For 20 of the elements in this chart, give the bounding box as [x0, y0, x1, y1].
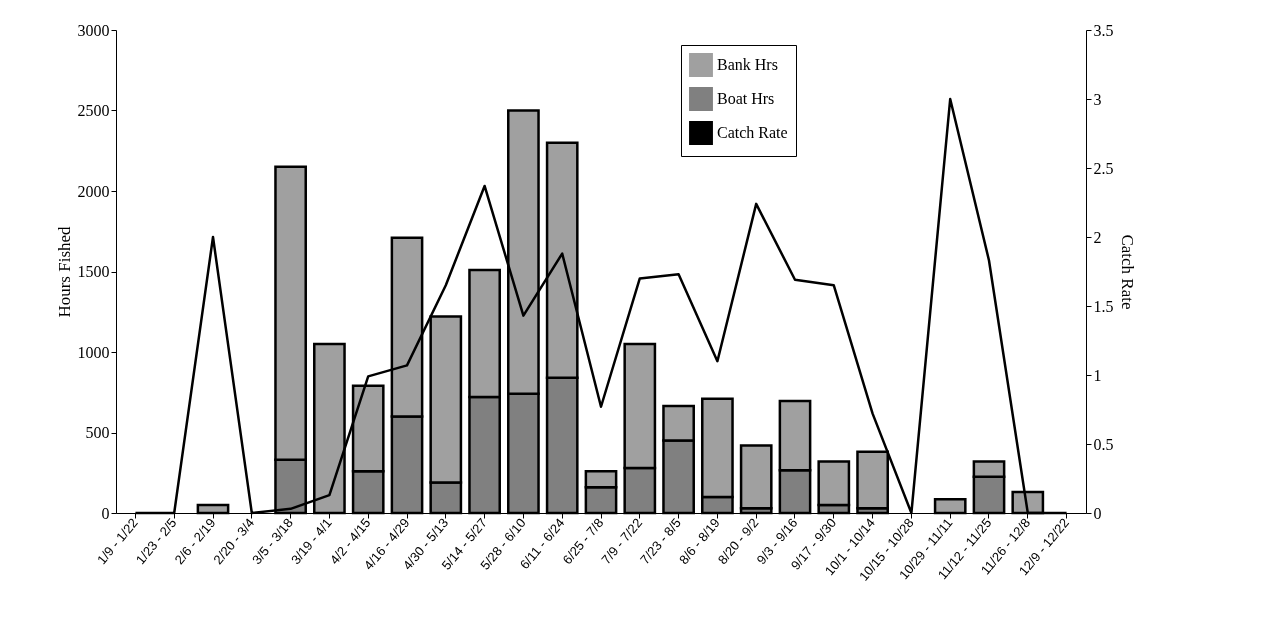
y2-tick-label: 3.5	[1093, 21, 1114, 39]
y2-tick-label: 0	[1093, 504, 1102, 522]
y2-tick-label: 2.5	[1093, 159, 1114, 177]
y-tick-label: 0	[101, 504, 110, 522]
legend-label: Boat Hrs	[717, 90, 775, 107]
y-axis-title: Hours Fished	[54, 225, 74, 318]
y2-tick-label: 1.5	[1093, 297, 1114, 315]
y-tick-label: 2500	[77, 102, 110, 119]
y-tick-label: 500	[85, 424, 110, 441]
y2-tick-label: 2	[1093, 228, 1102, 246]
legend-label: Catch Rate	[717, 124, 788, 141]
y2-tick-label: 1	[1093, 366, 1102, 384]
y-tick-label: 1000	[77, 343, 110, 361]
legend-label: Bank Hrs	[717, 56, 778, 73]
y-tick-label: 1500	[77, 263, 110, 280]
y2-tick-label: 3	[1093, 90, 1102, 108]
y2-tick-label: 0.5	[1093, 435, 1114, 453]
y2-axis-title: Catch Rate	[1117, 234, 1137, 310]
y-tick-label: 3000	[77, 21, 110, 39]
y-tick-label: 2000	[77, 182, 110, 200]
